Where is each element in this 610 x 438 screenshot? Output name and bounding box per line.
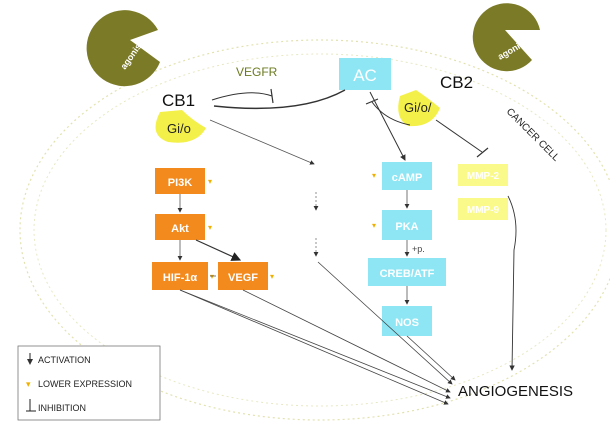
ac-label: AC xyxy=(353,66,377,85)
mmp2-label: MMP-2 xyxy=(467,171,500,182)
cb2-ac-inhibition xyxy=(371,101,411,126)
ac-box: AC xyxy=(339,58,391,90)
legend-inhibition: INHIBITION xyxy=(38,403,86,413)
pka-label: PKA xyxy=(395,221,418,233)
legend-lower-expression: LOWER EXPRESSION xyxy=(38,379,132,389)
nos-box: NOS xyxy=(382,306,432,336)
nos-label: NOS xyxy=(395,317,419,329)
vegf-lower-expression-icon: ▾ xyxy=(270,272,274,281)
mmp9-label: MMP-9 xyxy=(467,205,500,216)
cb1-ac-inhibition xyxy=(213,89,346,110)
camp-lower-expression-icon: ▾ xyxy=(372,171,376,180)
hif-label: HIF-1α xyxy=(163,272,198,284)
angiogenesis-arrows xyxy=(179,261,456,405)
pka-box: PKA xyxy=(382,210,432,240)
akt-box: Akt xyxy=(155,214,205,240)
camp-box: cAMP xyxy=(382,162,432,190)
pi3k-label: PI3K xyxy=(168,177,193,189)
mmp2-box: MMP-2 xyxy=(458,164,508,186)
vegf-box: VEGF xyxy=(218,262,268,290)
gio-left-label: Gi/o xyxy=(167,121,191,136)
angiogenesis-label: ANGIOGENESIS xyxy=(458,383,573,400)
pi3k-lower-expression-icon: ▾ xyxy=(208,177,212,186)
hif-lower-expression-icon: ▾ xyxy=(210,272,214,281)
akt-lower-expression-icon: ▾ xyxy=(208,223,212,232)
legend-lower-expression-icon: ▾ xyxy=(26,379,31,389)
cell-membrane xyxy=(19,39,610,421)
cb1-vegfr-inhibition xyxy=(211,92,273,101)
gio-left: Gi/o xyxy=(155,110,206,143)
cb2-label: CB2 xyxy=(440,73,473,92)
cb1-label: CB1 xyxy=(162,91,195,110)
agonist-left: agonist xyxy=(86,10,160,87)
agonist-right: agonist xyxy=(472,3,540,72)
gio-right-label: Gi/o/ xyxy=(404,100,432,115)
cancer-cell-label: CANCER CELL xyxy=(504,106,562,164)
vegf-label: VEGF xyxy=(228,272,258,284)
vegfr-label: VEGFR xyxy=(236,65,278,79)
akt-label: Akt xyxy=(171,223,189,235)
legend: ACTIVATION ▾ LOWER EXPRESSION INHIBITION xyxy=(17,345,161,421)
creb-box: CREB/ATF xyxy=(368,258,446,286)
pka-lower-expression-icon: ▾ xyxy=(372,221,376,230)
mmp9-box: MMP-9 xyxy=(458,198,508,220)
camp-label: cAMP xyxy=(392,172,423,184)
phospho-label: +p. xyxy=(412,244,425,254)
pi3k-box: PI3K xyxy=(155,168,205,194)
legend-activation: ACTIVATION xyxy=(38,355,91,365)
hif-box: HIF-1α xyxy=(152,262,208,290)
creb-label: CREB/ATF xyxy=(380,268,435,280)
gio-right: Gi/o/ xyxy=(398,90,440,127)
